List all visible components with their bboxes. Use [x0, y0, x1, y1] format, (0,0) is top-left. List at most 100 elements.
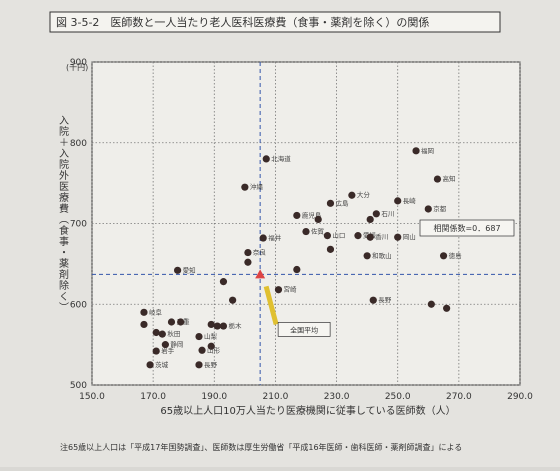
- point: [207, 320, 215, 329]
- point: [363, 252, 371, 260]
- point: [174, 266, 182, 274]
- average-label-box: [277, 322, 331, 337]
- y-unit: (千円): [66, 62, 88, 72]
- point-label: 山口: [332, 231, 345, 240]
- point-label: 秋田: [167, 329, 180, 338]
- point: [161, 341, 169, 349]
- point: [439, 252, 448, 260]
- point: [412, 147, 420, 155]
- point-label: 奈良: [253, 248, 267, 257]
- point-label: 栃木: [228, 321, 242, 330]
- x-tick-label: 190.0: [201, 392, 227, 402]
- point: [372, 210, 380, 218]
- point: [262, 155, 270, 163]
- annotation-box: [419, 219, 515, 237]
- point-label: 長野: [204, 361, 218, 369]
- x-tick-label: 270.0: [446, 392, 472, 402]
- average-arrow: [263, 285, 279, 326]
- point: [229, 296, 237, 304]
- point-label: 大分: [357, 190, 371, 199]
- point: [140, 308, 148, 316]
- point-label: 京都: [433, 204, 447, 213]
- point: [152, 328, 160, 337]
- point: [394, 233, 402, 241]
- point: [158, 330, 166, 338]
- point: [323, 232, 331, 240]
- point-label: 福岡: [421, 146, 434, 155]
- point: [354, 232, 362, 240]
- point: [326, 245, 335, 253]
- point: [293, 265, 301, 274]
- x-tick-label: 150.0: [79, 392, 105, 402]
- point: [146, 361, 154, 369]
- point: [219, 322, 228, 330]
- point: [241, 183, 249, 191]
- point: [244, 248, 252, 257]
- point-label: 広島: [335, 198, 349, 207]
- annotation: 相関係数=0．687: [433, 223, 500, 233]
- point: [152, 347, 160, 355]
- y-tick-label: 700: [70, 220, 87, 230]
- point-label: 長崎: [403, 196, 417, 205]
- point: [314, 215, 322, 224]
- point: [348, 191, 356, 199]
- point: [366, 215, 374, 224]
- point: [259, 234, 267, 242]
- y-tick-label: 800: [70, 139, 87, 149]
- point: [326, 199, 335, 207]
- point: [424, 205, 432, 213]
- point: [274, 286, 283, 294]
- point-label: 長野: [378, 296, 392, 304]
- x-tick-label: 170.0: [140, 392, 166, 402]
- point-label: 岐阜: [149, 307, 163, 316]
- point-label: 岡山: [403, 232, 416, 241]
- point: [177, 318, 185, 326]
- point-label: 福井: [268, 233, 282, 242]
- point: [394, 197, 402, 205]
- average-label: 全国平均: [290, 325, 318, 334]
- point: [195, 332, 203, 341]
- point: [195, 361, 203, 369]
- point-label: 佐賀: [311, 227, 325, 236]
- chart-title: 図 3-5-2 医師数と一人当たり老人医科医療費（食事・薬剤を除く）の関係: [56, 15, 429, 29]
- y-tick-label: 900: [70, 58, 87, 68]
- point: [427, 300, 435, 308]
- y-tick-label: 600: [70, 300, 87, 310]
- point: [219, 278, 228, 286]
- x-tick-label: 210.0: [263, 392, 289, 402]
- point: [302, 227, 310, 236]
- point-label: 静岡: [170, 340, 183, 349]
- point-label: 岩手: [161, 346, 175, 355]
- x-tick-label: 290.0: [507, 392, 533, 402]
- title-box: [49, 11, 501, 33]
- footnote: 注65歳以上人口は「平成17年国勢調査」、医師数は厚生労働省「平成16年医師・歯…: [60, 442, 462, 452]
- point: [198, 346, 206, 354]
- point: [369, 296, 377, 304]
- point-label: 鹿児島: [302, 210, 322, 219]
- average-point: [255, 269, 266, 279]
- point-label: 沖縄: [250, 182, 264, 191]
- point-label: 宮崎: [283, 285, 297, 294]
- point-label: 石川: [381, 210, 394, 218]
- x-axis-label: 65歳以上人口10万人当たり医療機関に従事している医師数（人）: [160, 404, 455, 417]
- point: [293, 211, 301, 220]
- point: [207, 342, 215, 350]
- point-label: 愛知: [183, 265, 196, 274]
- point: [167, 318, 176, 326]
- y-axis-label: 入院＋入院外医療費（食事・薬剤除く）: [57, 115, 69, 313]
- point: [433, 175, 442, 183]
- y-tick-label: 500: [70, 381, 87, 391]
- point-label: 和歌山: [372, 251, 392, 260]
- point: [443, 304, 451, 312]
- x-tick-label: 230.0: [324, 392, 350, 402]
- point-label: 高知: [442, 174, 455, 183]
- point: [213, 322, 221, 330]
- point-label: 徳島: [449, 251, 463, 260]
- point-label: 茨城: [155, 360, 169, 369]
- point-label: 北海道: [271, 154, 291, 163]
- point-label: 山梨: [204, 332, 218, 341]
- point-label: 山形: [207, 345, 221, 354]
- point-label: 香川: [375, 232, 388, 241]
- point: [140, 320, 148, 329]
